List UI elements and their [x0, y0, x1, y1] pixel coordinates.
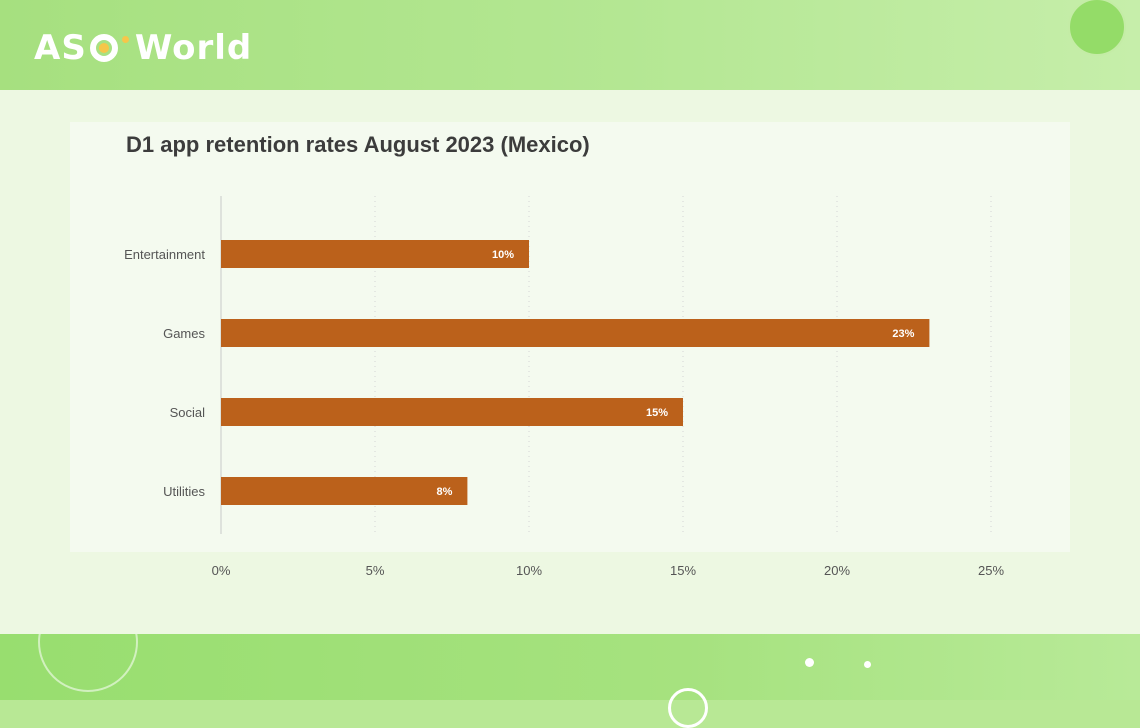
decorative-circle: [668, 688, 708, 728]
bar-data-label: 15%: [646, 407, 668, 419]
footer-band: [0, 634, 1140, 700]
logo-text-world: World: [134, 28, 253, 68]
bar-entertainment: [221, 240, 529, 268]
x-tick-label: 0%: [212, 563, 231, 578]
chart-title: D1 app retention rates August 2023 (Mexi…: [126, 132, 590, 157]
x-tick-label: 15%: [670, 563, 696, 578]
logo-o-mark: [89, 34, 118, 62]
x-tick-label: 10%: [516, 563, 542, 578]
chart-card: D1 app retention rates August 2023 (Mexi…: [70, 122, 1070, 578]
x-tick-label: 25%: [978, 563, 1004, 578]
bar-games: [221, 319, 930, 347]
bar-utilities: [221, 477, 468, 505]
logo-accent-dot: [121, 35, 129, 43]
x-tick-label: 5%: [366, 563, 385, 578]
y-category-label: Games: [163, 326, 205, 341]
decorative-dot: [864, 661, 871, 668]
bar-data-label: 23%: [892, 328, 914, 340]
bar-data-label: 8%: [436, 486, 452, 498]
y-category-label: Utilities: [163, 484, 205, 499]
aso-world-logo[interactable]: AS World: [34, 26, 252, 70]
header-band: [0, 0, 1140, 90]
decorative-dot: [805, 658, 814, 667]
logo-text-as: AS: [34, 28, 87, 68]
retention-bar-chart: D1 app retention rates August 2023 (Mexi…: [124, 132, 1004, 578]
y-category-label: Social: [170, 405, 206, 420]
decorative-circle: [1068, 0, 1126, 56]
x-tick-label: 20%: [824, 563, 850, 578]
bar-data-label: 10%: [492, 249, 514, 261]
y-category-label: Entertainment: [124, 247, 205, 262]
bar-social: [221, 398, 683, 426]
